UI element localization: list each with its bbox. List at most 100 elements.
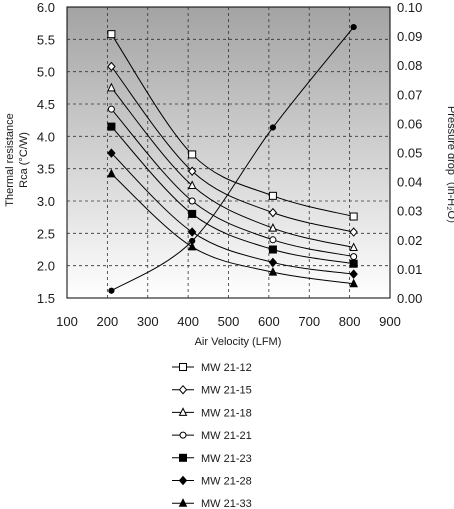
legend-item: MW 21-18	[172, 407, 252, 419]
x-tick-label: 900	[379, 314, 401, 329]
legend-label: MW 21-15	[201, 385, 252, 397]
series-mw-21-21	[107, 105, 358, 261]
y-left-tick-label: 5.5	[37, 32, 55, 47]
data-point	[269, 124, 277, 131]
data-point	[350, 253, 358, 261]
legend-marker	[179, 363, 187, 371]
series-mw-21-12	[107, 30, 358, 221]
y-left-tick-label: 4.0	[37, 129, 55, 144]
y-left-tick-label: 1.5	[37, 291, 55, 306]
data-point	[187, 166, 197, 177]
y-right-tick-label: 0.00	[397, 291, 422, 306]
y-right-tick-label: 0.09	[397, 29, 422, 44]
series-line	[111, 108, 354, 258]
data-point	[107, 168, 116, 178]
legend-item: MW 21-28	[172, 476, 252, 488]
data-point	[188, 197, 196, 205]
x-tick-label: 300	[137, 314, 159, 329]
data-point	[187, 241, 197, 251]
series-mw-21-33	[107, 168, 358, 288]
legend-label: MW 21-28	[201, 476, 252, 488]
data-point	[268, 267, 278, 276]
y-right-tick-label: 0.04	[397, 175, 422, 190]
data-point	[107, 82, 116, 92]
legend-item: MW 21-12	[172, 362, 252, 374]
x-tick-label: 200	[97, 314, 119, 329]
y-left-tick-label: 3.0	[37, 194, 55, 209]
series-line	[111, 87, 354, 249]
series-mw-21-23	[107, 122, 358, 268]
y-right-tick-label: 0.07	[397, 87, 422, 102]
data-point	[107, 148, 116, 158]
data-point	[188, 209, 197, 218]
data-point	[349, 269, 358, 279]
data-point	[268, 223, 278, 232]
y-right-tick-label: 0.03	[397, 204, 422, 219]
y-left-tick-label: 4.5	[37, 97, 55, 112]
x-axis-title: Air Velocity (LFM)	[195, 336, 282, 348]
series-line	[111, 152, 354, 275]
legend-item: MW 21-15	[172, 385, 252, 397]
legend-item: MW 21-21	[172, 430, 252, 442]
series-mw-21-28	[107, 148, 358, 279]
data-point	[188, 150, 197, 159]
x-tick-label: 800	[339, 314, 361, 329]
x-tick-label: 700	[298, 314, 320, 329]
legend-marker	[178, 384, 188, 395]
data-point	[107, 30, 116, 39]
data-point	[107, 105, 115, 113]
data-point	[268, 207, 278, 218]
legend-marker	[178, 498, 188, 507]
data-point	[107, 122, 116, 131]
data-point	[349, 227, 358, 237]
data-point	[350, 23, 357, 31]
x-tick-label: 400	[177, 314, 199, 329]
data-point	[349, 278, 358, 288]
y-right-tick-label: 0.02	[397, 233, 422, 248]
data-point	[268, 257, 278, 268]
data-point	[187, 180, 197, 189]
data-point	[187, 227, 197, 237]
series-line	[111, 66, 354, 233]
y-left-tick-label: 5.0	[37, 65, 55, 80]
y-right-tick-label: 0.08	[397, 58, 422, 73]
x-tick-label: 500	[218, 314, 240, 329]
y-left-tick-label: 2.0	[37, 259, 55, 274]
data-point	[349, 212, 358, 221]
y-right-tick-label: 0.06	[397, 116, 422, 131]
y-left-tick-label: 2.5	[37, 226, 55, 241]
series-line	[110, 33, 354, 218]
y-right-axis-title: Pressure drop（in-H₂O）	[445, 106, 454, 230]
legend-marker	[179, 453, 187, 462]
series-mw-21-18	[107, 82, 358, 252]
legend-label: MW 21-23	[201, 453, 252, 465]
y-right-tick-label: 0.01	[397, 262, 422, 277]
data-point	[349, 242, 358, 252]
legend-label: MW 21-18	[201, 407, 252, 419]
legend-item: MW 21-23	[172, 453, 252, 465]
legend-marker	[178, 407, 188, 416]
x-tick-label: 100	[56, 314, 78, 329]
y-left-axis-title-line1: Thermal resistance	[4, 113, 16, 207]
y-left-tick-label: 6.0	[37, 0, 55, 15]
series-mw-21-15	[107, 61, 358, 237]
y-left-tick-label: 3.5	[37, 162, 55, 177]
data-point	[349, 259, 358, 268]
pressure-drop-line	[111, 26, 355, 292]
legend-marker	[179, 431, 187, 439]
legend-item: MW 21-33	[172, 498, 252, 509]
x-tick-label: 600	[258, 314, 280, 329]
legend-marker	[178, 475, 188, 486]
legend-label: MW 21-12	[201, 362, 252, 374]
y-right-tick-label: 0.10	[397, 0, 422, 15]
data-point	[269, 236, 277, 244]
y-right-tick-label: 0.05	[397, 146, 422, 161]
series-line	[111, 173, 354, 285]
data-point	[268, 191, 277, 200]
data-point	[108, 287, 115, 294]
series-line	[111, 126, 354, 265]
legend-label: MW 21-33	[201, 498, 252, 509]
legend-label: MW 21-21	[201, 430, 252, 442]
